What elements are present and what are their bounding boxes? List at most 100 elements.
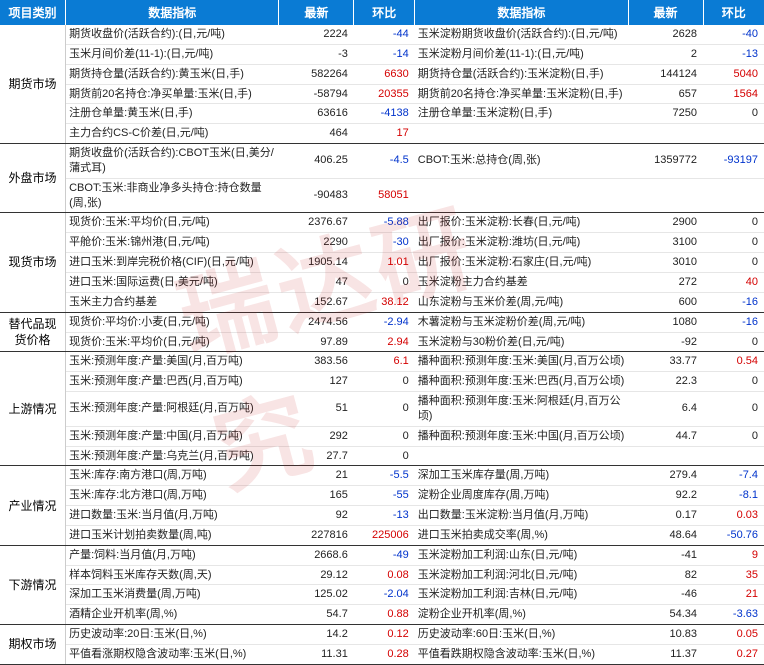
indicator-cell: 期货收盘价(活跃合约):CBOT玉米(日,美分/蒲式耳) <box>66 144 279 179</box>
value-cell: 44.7 <box>628 426 703 446</box>
indicator-cell: 现货价:玉米:平均价(日,元/吨) <box>66 213 279 233</box>
indicator-cell: 玉米:预测年度:产量:阿根廷(月,百万吨) <box>66 392 279 427</box>
change-cell: -44 <box>354 25 415 44</box>
indicator-cell: 期货收盘价(活跃合约):(日,元/吨) <box>66 25 279 44</box>
indicator-cell <box>415 178 628 213</box>
change-cell: -30 <box>354 233 415 253</box>
category-cell: 期权市场 <box>0 625 66 665</box>
table-row: 现货市场现货价:玉米:平均价(日,元/吨)2376.67-5.88出厂报价:玉米… <box>0 213 764 233</box>
category-cell: 外盘市场 <box>0 144 66 213</box>
indicator-cell: 进口玉米计划拍卖数量(周,吨) <box>66 525 279 545</box>
table-header: 项目类别 数据指标 最新 环比 数据指标 最新 环比 <box>0 0 764 25</box>
indicator-cell: 玉米:预测年度:产量:乌克兰(月,百万吨) <box>66 446 279 466</box>
table-row: 酒精企业开机率(周,%)54.70.88淀粉企业开机率(周,%)54.34-3.… <box>0 605 764 625</box>
value-cell: -3 <box>279 44 354 64</box>
value-cell: 92 <box>279 506 354 526</box>
indicator-cell: 期货前20名持仓:净买单量:玉米淀粉(日,手) <box>415 84 628 104</box>
change-cell: -7.4 <box>703 466 764 486</box>
change-cell: 0 <box>354 446 415 466</box>
value-cell: 2376.67 <box>279 213 354 233</box>
value-cell: 92.2 <box>628 486 703 506</box>
table-row: 上游情况玉米:预测年度:产量:美国(月,百万吨)383.566.1播种面积:预测… <box>0 352 764 372</box>
indicator-cell: 玉米:预测年度:产量:中国(月,百万吨) <box>66 426 279 446</box>
value-cell <box>628 124 703 144</box>
table-row: 深加工玉米消费量(周,万吨)125.02-2.04玉米淀粉加工利润:吉林(日,元… <box>0 585 764 605</box>
indicator-cell: 木薯淀粉与玉米淀粉价差(周,元/吨) <box>415 312 628 332</box>
value-cell: 127 <box>279 372 354 392</box>
change-cell: 0 <box>703 392 764 427</box>
header-change-right: 环比 <box>703 0 764 25</box>
change-cell: 0 <box>703 372 764 392</box>
value-cell: 2900 <box>628 213 703 233</box>
value-cell: 3100 <box>628 233 703 253</box>
change-cell: 38.12 <box>354 292 415 312</box>
table-row: 样本饲料玉米库存天数(周,天)29.120.08玉米淀粉加工利润:河北(日,元/… <box>0 565 764 585</box>
indicator-cell: 玉米:库存:南方港口(周,万吨) <box>66 466 279 486</box>
header-latest-left: 最新 <box>279 0 354 25</box>
change-cell: 17 <box>354 124 415 144</box>
table-row: 玉米:预测年度:产量:巴西(月,百万吨)1270播种面积:预测年度:玉米:巴西(… <box>0 372 764 392</box>
value-cell: 582264 <box>279 64 354 84</box>
table-row: 期货持仓量(活跃合约):黄玉米(日,手)5822646630期货持仓量(活跃合约… <box>0 64 764 84</box>
data-table: 项目类别 数据指标 最新 环比 数据指标 最新 环比 期货市场期货收盘价(活跃合… <box>0 0 764 665</box>
table-body: 期货市场期货收盘价(活跃合约):(日,元/吨)2224-44玉米淀粉期货收盘价(… <box>0 25 764 664</box>
value-cell: 11.37 <box>628 645 703 665</box>
change-cell: 6.1 <box>354 352 415 372</box>
value-cell: 33.77 <box>628 352 703 372</box>
value-cell: 1080 <box>628 312 703 332</box>
indicator-cell: 期货前20名持仓:净买单量:玉米(日,手) <box>66 84 279 104</box>
indicator-cell: 深加工玉米库存量(周,万吨) <box>415 466 628 486</box>
indicator-cell: 淀粉企业开机率(周,%) <box>415 605 628 625</box>
header-indicator-right: 数据指标 <box>415 0 628 25</box>
change-cell: -50.76 <box>703 525 764 545</box>
indicator-cell: 平舱价:玉米:锦州港(日,元/吨) <box>66 233 279 253</box>
category-cell: 产业情况 <box>0 466 66 545</box>
table-row: 产业情况玉米:库存:南方港口(周,万吨)21-5.5深加工玉米库存量(周,万吨)… <box>0 466 764 486</box>
indicator-cell: 出厂报价:玉米淀粉:石家庄(日,元/吨) <box>415 253 628 273</box>
indicator-cell: 玉米淀粉加工利润:吉林(日,元/吨) <box>415 585 628 605</box>
value-cell: 7250 <box>628 104 703 124</box>
change-cell: 0 <box>703 213 764 233</box>
table-row: 玉米:库存:北方港口(周,万吨)165-55淀粉企业周度库存(周,万吨)92.2… <box>0 486 764 506</box>
indicator-cell: 产量:饲料:当月值(月,万吨) <box>66 545 279 565</box>
change-cell: -40 <box>703 25 764 44</box>
category-cell: 上游情况 <box>0 352 66 466</box>
change-cell: 40 <box>703 272 764 292</box>
value-cell: 2224 <box>279 25 354 44</box>
change-cell <box>703 178 764 213</box>
value-cell: 152.67 <box>279 292 354 312</box>
table-row: 注册仓单量:黄玉米(日,手)63616-4138注册仓单量:玉米淀粉(日,手)7… <box>0 104 764 124</box>
indicator-cell: 样本饲料玉米库存天数(周,天) <box>66 565 279 585</box>
indicator-cell: 玉米:预测年度:产量:巴西(月,百万吨) <box>66 372 279 392</box>
change-cell: 35 <box>703 565 764 585</box>
header-change-left: 环比 <box>354 0 415 25</box>
table-row: 进口玉米:国际运费(日,美元/吨)470玉米淀粉主力合约基差27240 <box>0 272 764 292</box>
change-cell: -4.5 <box>354 144 415 179</box>
indicator-cell: 玉米淀粉与30粉价差(日,元/吨) <box>415 332 628 352</box>
indicator-cell: 期货持仓量(活跃合约):玉米淀粉(日,手) <box>415 64 628 84</box>
value-cell: 165 <box>279 486 354 506</box>
value-cell: 14.2 <box>279 625 354 645</box>
indicator-cell <box>415 446 628 466</box>
value-cell: 2474.56 <box>279 312 354 332</box>
table-row: 主力合约CS-C价差(日,元/吨)46417 <box>0 124 764 144</box>
change-cell <box>703 124 764 144</box>
change-cell: 0 <box>703 104 764 124</box>
indicator-cell: 播种面积:预测年度:玉米:中国(月,百万公顷) <box>415 426 628 446</box>
change-cell: -55 <box>354 486 415 506</box>
value-cell: 383.56 <box>279 352 354 372</box>
indicator-cell: 注册仓单量:玉米淀粉(日,手) <box>415 104 628 124</box>
change-cell: -49 <box>354 545 415 565</box>
change-cell: 0 <box>703 233 764 253</box>
change-cell: -13 <box>703 44 764 64</box>
value-cell: 0.17 <box>628 506 703 526</box>
value-cell: 3010 <box>628 253 703 273</box>
value-cell: 144124 <box>628 64 703 84</box>
change-cell: -8.1 <box>703 486 764 506</box>
indicator-cell: 期货持仓量(活跃合约):黄玉米(日,手) <box>66 64 279 84</box>
change-cell: 0 <box>703 253 764 273</box>
table-row: CBOT:玉米:非商业净多头持仓:持仓数量(周,张)-9048358051 <box>0 178 764 213</box>
value-cell: 21 <box>279 466 354 486</box>
indicator-cell: 山东淀粉与玉米价差(周,元/吨) <box>415 292 628 312</box>
table-row: 平舱价:玉米:锦州港(日,元/吨)2290-30出厂报价:玉米淀粉:潍坊(日,元… <box>0 233 764 253</box>
